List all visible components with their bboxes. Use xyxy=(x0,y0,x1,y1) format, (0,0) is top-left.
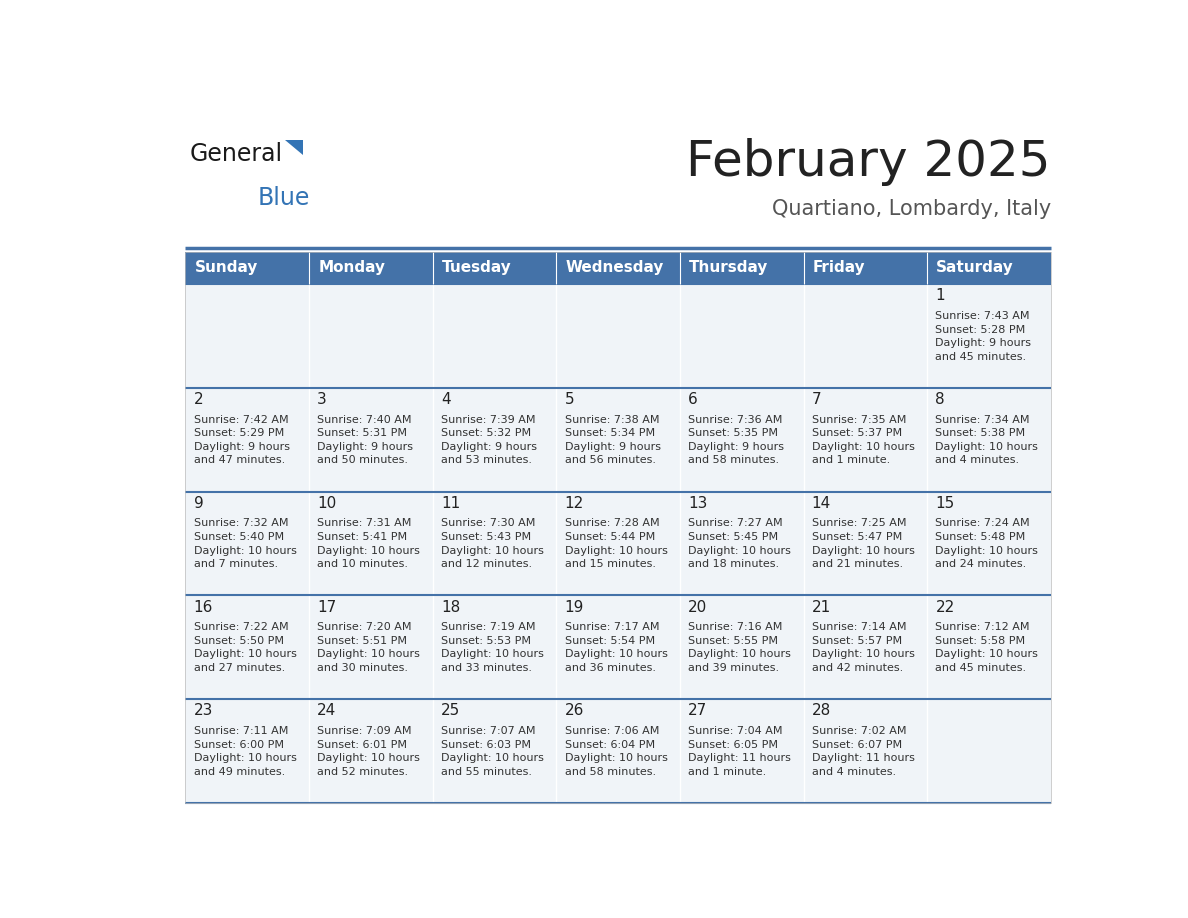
Bar xyxy=(185,596,1051,700)
Text: 12: 12 xyxy=(564,496,583,510)
Text: 21: 21 xyxy=(811,599,832,614)
Text: Sunrise: 7:34 AM
Sunset: 5:38 PM
Daylight: 10 hours
and 4 minutes.: Sunrise: 7:34 AM Sunset: 5:38 PM Dayligh… xyxy=(935,415,1038,465)
Text: 6: 6 xyxy=(688,392,697,407)
Text: Sunrise: 7:14 AM
Sunset: 5:57 PM
Daylight: 10 hours
and 42 minutes.: Sunrise: 7:14 AM Sunset: 5:57 PM Dayligh… xyxy=(811,622,915,673)
Bar xyxy=(185,284,1051,387)
Text: 25: 25 xyxy=(441,703,460,719)
Text: Sunrise: 7:39 AM
Sunset: 5:32 PM
Daylight: 9 hours
and 53 minutes.: Sunrise: 7:39 AM Sunset: 5:32 PM Dayligh… xyxy=(441,415,537,465)
Bar xyxy=(185,387,1051,491)
Text: 19: 19 xyxy=(564,599,583,614)
Text: Sunrise: 7:38 AM
Sunset: 5:34 PM
Daylight: 9 hours
and 56 minutes.: Sunrise: 7:38 AM Sunset: 5:34 PM Dayligh… xyxy=(564,415,661,465)
Text: Sunrise: 7:19 AM
Sunset: 5:53 PM
Daylight: 10 hours
and 33 minutes.: Sunrise: 7:19 AM Sunset: 5:53 PM Dayligh… xyxy=(441,622,544,673)
Bar xyxy=(185,252,1051,803)
Text: 17: 17 xyxy=(317,599,336,614)
Bar xyxy=(803,252,927,284)
Text: Sunrise: 7:40 AM
Sunset: 5:31 PM
Daylight: 9 hours
and 50 minutes.: Sunrise: 7:40 AM Sunset: 5:31 PM Dayligh… xyxy=(317,415,413,465)
Text: Blue: Blue xyxy=(257,185,310,210)
Text: 7: 7 xyxy=(811,392,821,407)
Text: 9: 9 xyxy=(194,496,203,510)
Text: 20: 20 xyxy=(688,599,707,614)
Bar xyxy=(556,252,680,284)
Text: 16: 16 xyxy=(194,599,213,614)
Text: Sunrise: 7:27 AM
Sunset: 5:45 PM
Daylight: 10 hours
and 18 minutes.: Sunrise: 7:27 AM Sunset: 5:45 PM Dayligh… xyxy=(688,519,791,569)
Text: Thursday: Thursday xyxy=(689,261,769,275)
Text: Sunrise: 7:09 AM
Sunset: 6:01 PM
Daylight: 10 hours
and 52 minutes.: Sunrise: 7:09 AM Sunset: 6:01 PM Dayligh… xyxy=(317,726,421,777)
Bar xyxy=(185,252,309,284)
Text: Sunrise: 7:28 AM
Sunset: 5:44 PM
Daylight: 10 hours
and 15 minutes.: Sunrise: 7:28 AM Sunset: 5:44 PM Dayligh… xyxy=(564,519,668,569)
Text: Sunrise: 7:12 AM
Sunset: 5:58 PM
Daylight: 10 hours
and 45 minutes.: Sunrise: 7:12 AM Sunset: 5:58 PM Dayligh… xyxy=(935,622,1038,673)
Text: 28: 28 xyxy=(811,703,832,719)
Bar xyxy=(185,491,1051,596)
Text: Sunrise: 7:31 AM
Sunset: 5:41 PM
Daylight: 10 hours
and 10 minutes.: Sunrise: 7:31 AM Sunset: 5:41 PM Dayligh… xyxy=(317,519,421,569)
Text: 22: 22 xyxy=(935,599,955,614)
Bar xyxy=(927,252,1051,284)
Text: 4: 4 xyxy=(441,392,450,407)
Text: Quartiano, Lombardy, Italy: Quartiano, Lombardy, Italy xyxy=(771,198,1051,218)
Text: Sunrise: 7:02 AM
Sunset: 6:07 PM
Daylight: 11 hours
and 4 minutes.: Sunrise: 7:02 AM Sunset: 6:07 PM Dayligh… xyxy=(811,726,915,777)
Text: Sunrise: 7:43 AM
Sunset: 5:28 PM
Daylight: 9 hours
and 45 minutes.: Sunrise: 7:43 AM Sunset: 5:28 PM Dayligh… xyxy=(935,311,1031,362)
Text: 18: 18 xyxy=(441,599,460,614)
Text: Friday: Friday xyxy=(813,261,865,275)
Text: Sunrise: 7:07 AM
Sunset: 6:03 PM
Daylight: 10 hours
and 55 minutes.: Sunrise: 7:07 AM Sunset: 6:03 PM Dayligh… xyxy=(441,726,544,777)
Text: 10: 10 xyxy=(317,496,336,510)
Text: Sunrise: 7:20 AM
Sunset: 5:51 PM
Daylight: 10 hours
and 30 minutes.: Sunrise: 7:20 AM Sunset: 5:51 PM Dayligh… xyxy=(317,622,421,673)
Text: 14: 14 xyxy=(811,496,832,510)
Text: Monday: Monday xyxy=(318,261,385,275)
Text: 15: 15 xyxy=(935,496,955,510)
Text: 26: 26 xyxy=(564,703,583,719)
Text: Sunday: Sunday xyxy=(195,261,258,275)
Text: 27: 27 xyxy=(688,703,707,719)
Text: Sunrise: 7:42 AM
Sunset: 5:29 PM
Daylight: 9 hours
and 47 minutes.: Sunrise: 7:42 AM Sunset: 5:29 PM Dayligh… xyxy=(194,415,290,465)
Text: 5: 5 xyxy=(564,392,574,407)
Text: Sunrise: 7:30 AM
Sunset: 5:43 PM
Daylight: 10 hours
and 12 minutes.: Sunrise: 7:30 AM Sunset: 5:43 PM Dayligh… xyxy=(441,519,544,569)
Text: Wednesday: Wednesday xyxy=(565,261,664,275)
Text: Saturday: Saturday xyxy=(936,261,1015,275)
Text: February 2025: February 2025 xyxy=(687,139,1051,186)
Text: 24: 24 xyxy=(317,703,336,719)
Text: General: General xyxy=(190,142,283,166)
Text: 1: 1 xyxy=(935,288,946,303)
Text: Sunrise: 7:06 AM
Sunset: 6:04 PM
Daylight: 10 hours
and 58 minutes.: Sunrise: 7:06 AM Sunset: 6:04 PM Dayligh… xyxy=(564,726,668,777)
Text: 2: 2 xyxy=(194,392,203,407)
Polygon shape xyxy=(285,140,303,155)
Text: 3: 3 xyxy=(317,392,327,407)
Text: Sunrise: 7:36 AM
Sunset: 5:35 PM
Daylight: 9 hours
and 58 minutes.: Sunrise: 7:36 AM Sunset: 5:35 PM Dayligh… xyxy=(688,415,784,465)
Text: 23: 23 xyxy=(194,703,213,719)
Text: Sunrise: 7:22 AM
Sunset: 5:50 PM
Daylight: 10 hours
and 27 minutes.: Sunrise: 7:22 AM Sunset: 5:50 PM Dayligh… xyxy=(194,622,297,673)
Text: Sunrise: 7:35 AM
Sunset: 5:37 PM
Daylight: 10 hours
and 1 minute.: Sunrise: 7:35 AM Sunset: 5:37 PM Dayligh… xyxy=(811,415,915,465)
Text: Sunrise: 7:24 AM
Sunset: 5:48 PM
Daylight: 10 hours
and 24 minutes.: Sunrise: 7:24 AM Sunset: 5:48 PM Dayligh… xyxy=(935,519,1038,569)
Bar xyxy=(309,252,432,284)
Text: 8: 8 xyxy=(935,392,946,407)
Text: Sunrise: 7:04 AM
Sunset: 6:05 PM
Daylight: 11 hours
and 1 minute.: Sunrise: 7:04 AM Sunset: 6:05 PM Dayligh… xyxy=(688,726,791,777)
Bar xyxy=(185,700,1051,803)
Text: Sunrise: 7:16 AM
Sunset: 5:55 PM
Daylight: 10 hours
and 39 minutes.: Sunrise: 7:16 AM Sunset: 5:55 PM Dayligh… xyxy=(688,622,791,673)
Text: 13: 13 xyxy=(688,496,708,510)
Text: Tuesday: Tuesday xyxy=(442,261,512,275)
Text: 11: 11 xyxy=(441,496,460,510)
Bar xyxy=(432,252,556,284)
Text: Sunrise: 7:32 AM
Sunset: 5:40 PM
Daylight: 10 hours
and 7 minutes.: Sunrise: 7:32 AM Sunset: 5:40 PM Dayligh… xyxy=(194,519,297,569)
Bar xyxy=(680,252,803,284)
Text: Sunrise: 7:25 AM
Sunset: 5:47 PM
Daylight: 10 hours
and 21 minutes.: Sunrise: 7:25 AM Sunset: 5:47 PM Dayligh… xyxy=(811,519,915,569)
Text: Sunrise: 7:17 AM
Sunset: 5:54 PM
Daylight: 10 hours
and 36 minutes.: Sunrise: 7:17 AM Sunset: 5:54 PM Dayligh… xyxy=(564,622,668,673)
Text: Sunrise: 7:11 AM
Sunset: 6:00 PM
Daylight: 10 hours
and 49 minutes.: Sunrise: 7:11 AM Sunset: 6:00 PM Dayligh… xyxy=(194,726,297,777)
